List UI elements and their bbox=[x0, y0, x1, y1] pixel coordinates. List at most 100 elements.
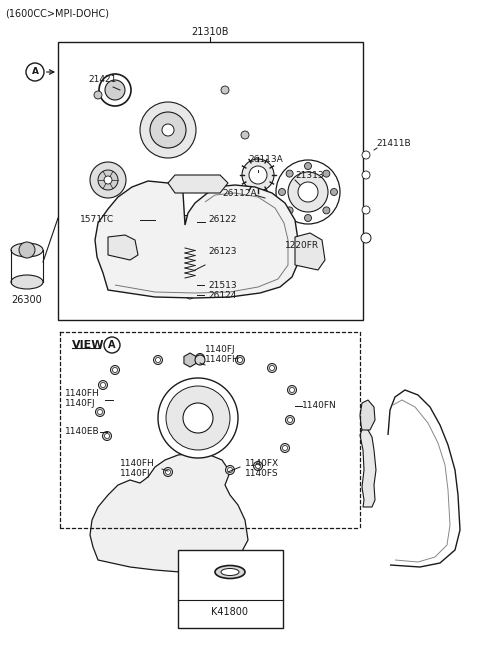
Circle shape bbox=[164, 468, 172, 476]
Text: 1140FH: 1140FH bbox=[65, 390, 100, 398]
Ellipse shape bbox=[221, 569, 239, 576]
Polygon shape bbox=[90, 453, 248, 572]
Text: 26124: 26124 bbox=[208, 291, 236, 299]
Circle shape bbox=[100, 383, 106, 388]
Circle shape bbox=[362, 151, 370, 159]
Circle shape bbox=[158, 215, 168, 225]
Circle shape bbox=[362, 206, 370, 214]
Ellipse shape bbox=[11, 275, 43, 289]
Circle shape bbox=[150, 112, 186, 148]
Circle shape bbox=[140, 102, 196, 158]
Circle shape bbox=[361, 233, 371, 243]
Circle shape bbox=[98, 170, 118, 190]
Circle shape bbox=[98, 381, 108, 390]
Circle shape bbox=[94, 91, 102, 99]
Text: A: A bbox=[108, 340, 116, 350]
Text: 1140FJ: 1140FJ bbox=[205, 345, 236, 354]
Circle shape bbox=[110, 365, 120, 375]
Text: 1140FJ: 1140FJ bbox=[120, 470, 151, 479]
Bar bbox=[155, 209, 163, 215]
Circle shape bbox=[105, 80, 125, 100]
Circle shape bbox=[90, 162, 126, 198]
Text: 21513: 21513 bbox=[208, 280, 237, 290]
Polygon shape bbox=[360, 427, 376, 507]
Circle shape bbox=[158, 378, 238, 458]
Text: 1140EB: 1140EB bbox=[65, 428, 100, 436]
Circle shape bbox=[241, 131, 249, 139]
Circle shape bbox=[304, 214, 312, 221]
Text: 26113A: 26113A bbox=[248, 155, 283, 164]
Circle shape bbox=[104, 337, 120, 353]
Circle shape bbox=[289, 388, 295, 392]
Text: 26122: 26122 bbox=[208, 215, 236, 225]
Circle shape bbox=[99, 74, 131, 106]
Circle shape bbox=[236, 356, 244, 364]
Text: 1571TC: 1571TC bbox=[80, 215, 114, 225]
Circle shape bbox=[238, 358, 242, 362]
Circle shape bbox=[104, 176, 112, 184]
Circle shape bbox=[298, 182, 318, 202]
Text: 1140FN: 1140FN bbox=[302, 402, 337, 411]
Circle shape bbox=[280, 443, 289, 453]
Text: A: A bbox=[32, 67, 38, 77]
Circle shape bbox=[288, 386, 297, 394]
Ellipse shape bbox=[186, 284, 194, 286]
Ellipse shape bbox=[11, 243, 43, 257]
Text: (1600CC>MPI-DOHC): (1600CC>MPI-DOHC) bbox=[5, 8, 109, 18]
Circle shape bbox=[278, 189, 286, 195]
Polygon shape bbox=[184, 353, 196, 367]
Circle shape bbox=[242, 159, 274, 191]
Circle shape bbox=[197, 356, 203, 360]
Circle shape bbox=[255, 464, 261, 468]
Circle shape bbox=[156, 358, 160, 362]
Circle shape bbox=[154, 356, 163, 364]
Circle shape bbox=[286, 170, 293, 177]
Circle shape bbox=[162, 124, 174, 136]
Circle shape bbox=[253, 462, 263, 470]
Circle shape bbox=[195, 354, 204, 362]
Circle shape bbox=[226, 466, 235, 474]
Circle shape bbox=[166, 470, 170, 474]
Circle shape bbox=[362, 171, 370, 179]
Bar bbox=[58, 42, 363, 320]
Circle shape bbox=[166, 386, 230, 450]
Circle shape bbox=[286, 207, 293, 214]
Circle shape bbox=[288, 417, 292, 422]
Ellipse shape bbox=[215, 565, 245, 578]
Circle shape bbox=[186, 291, 194, 299]
Circle shape bbox=[211, 196, 219, 204]
Circle shape bbox=[112, 367, 118, 373]
Polygon shape bbox=[360, 400, 375, 430]
Circle shape bbox=[267, 364, 276, 373]
Circle shape bbox=[282, 227, 288, 233]
Circle shape bbox=[26, 63, 44, 81]
Text: 1140FS: 1140FS bbox=[245, 468, 278, 477]
Text: 26300: 26300 bbox=[12, 295, 42, 305]
Circle shape bbox=[323, 207, 330, 214]
Text: 1140FJ: 1140FJ bbox=[65, 400, 96, 409]
Circle shape bbox=[19, 242, 35, 258]
Circle shape bbox=[97, 409, 103, 415]
Bar bbox=[183, 215, 197, 225]
Text: VIEW: VIEW bbox=[72, 340, 105, 350]
Text: 1140FX: 1140FX bbox=[245, 458, 279, 468]
Circle shape bbox=[276, 160, 340, 224]
Circle shape bbox=[331, 189, 337, 195]
Text: 21421: 21421 bbox=[88, 75, 116, 84]
Text: K41800: K41800 bbox=[212, 607, 249, 617]
Circle shape bbox=[228, 468, 232, 472]
Text: 21411B: 21411B bbox=[376, 138, 410, 147]
Circle shape bbox=[103, 432, 111, 441]
Ellipse shape bbox=[183, 282, 197, 288]
Bar bbox=[178, 550, 283, 628]
Circle shape bbox=[96, 407, 105, 417]
Polygon shape bbox=[108, 235, 138, 260]
Circle shape bbox=[323, 170, 330, 177]
Text: 26123: 26123 bbox=[208, 248, 237, 257]
Polygon shape bbox=[95, 181, 298, 298]
Circle shape bbox=[195, 355, 205, 365]
Text: 21310B: 21310B bbox=[191, 27, 229, 37]
Circle shape bbox=[269, 365, 275, 371]
Circle shape bbox=[286, 415, 295, 424]
Circle shape bbox=[304, 162, 312, 170]
